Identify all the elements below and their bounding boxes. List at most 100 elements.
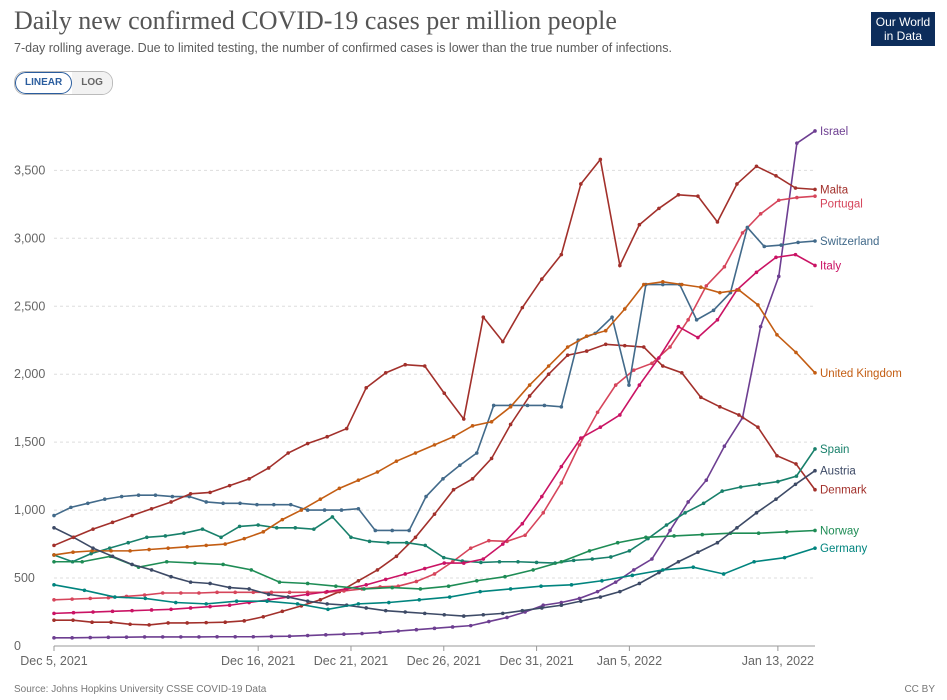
- data-point: [188, 606, 193, 610]
- log-scale-button[interactable]: LOG: [72, 72, 112, 94]
- data-point: [234, 599, 239, 603]
- data-point: [520, 608, 525, 613]
- data-point: [637, 581, 642, 586]
- data-point: [342, 632, 346, 636]
- data-point: [758, 324, 763, 329]
- data-point: [71, 535, 76, 540]
- data-point: [579, 182, 583, 186]
- x-tick-label: Dec 26, 2021: [407, 654, 481, 668]
- y-tick-label: 1,500: [14, 435, 45, 449]
- data-point: [622, 307, 627, 311]
- data-point: [91, 610, 95, 614]
- data-point: [166, 621, 170, 625]
- data-point: [451, 487, 456, 492]
- data-point: [600, 578, 604, 583]
- data-point: [579, 599, 583, 603]
- data-point: [102, 497, 107, 502]
- data-point: [185, 621, 189, 625]
- x-tick-label: Dec 5, 2021: [20, 654, 87, 668]
- data-point: [559, 481, 564, 485]
- data-point: [461, 614, 466, 618]
- data-point: [598, 595, 603, 599]
- data-point: [813, 263, 817, 268]
- series-label-norway: Norway: [820, 525, 859, 537]
- data-point: [676, 324, 681, 329]
- data-point: [128, 622, 132, 627]
- data-point: [88, 596, 93, 601]
- data-point: [274, 525, 279, 530]
- data-point: [364, 606, 369, 610]
- data-point: [775, 453, 779, 458]
- data-point: [644, 535, 648, 540]
- data-point: [481, 557, 486, 561]
- data-point: [618, 263, 622, 268]
- data-point: [182, 531, 186, 536]
- license-link[interactable]: CC BY: [904, 684, 935, 695]
- data-point: [559, 252, 564, 257]
- series-line-italy: [53, 253, 816, 615]
- data-point: [145, 535, 149, 540]
- data-point: [247, 587, 251, 591]
- data-point: [793, 252, 798, 257]
- data-point: [110, 554, 115, 559]
- data-point: [255, 502, 259, 507]
- data-point: [622, 343, 627, 348]
- x-axis-ticks: Dec 5, 2021 Dec 16, 2021 Dec 21, 2021 Dec 2…: [20, 646, 814, 668]
- data-point: [704, 478, 709, 483]
- data-point: [330, 515, 335, 519]
- data-point: [508, 405, 513, 409]
- logo-line-1: Our World: [875, 15, 931, 29]
- owid-logo[interactable]: Our World in Data: [871, 12, 935, 46]
- data-point: [776, 479, 780, 484]
- data-point: [479, 560, 483, 565]
- data-point: [106, 635, 111, 640]
- data-point: [793, 482, 798, 487]
- data-point: [696, 335, 700, 340]
- data-point: [539, 584, 543, 589]
- data-point: [71, 550, 75, 555]
- data-point: [325, 589, 329, 594]
- data-point: [295, 602, 300, 606]
- y-tick-label: 2,000: [14, 367, 45, 381]
- data-point: [386, 540, 390, 545]
- data-point: [373, 528, 378, 533]
- data-point: [305, 592, 310, 597]
- data-point: [500, 611, 505, 616]
- data-point: [711, 308, 716, 313]
- data-point: [776, 198, 781, 203]
- data-point: [383, 371, 388, 375]
- data-point: [489, 456, 494, 461]
- linear-scale-button[interactable]: LINEAR: [15, 72, 73, 94]
- data-point: [632, 568, 636, 572]
- data-point: [356, 478, 361, 483]
- data-point: [414, 579, 419, 584]
- series-label-portugal: Portugal: [820, 198, 863, 210]
- data-point: [613, 383, 618, 387]
- data-point: [164, 559, 169, 564]
- data-point: [390, 528, 395, 533]
- data-point: [204, 620, 208, 625]
- data-point: [130, 608, 134, 613]
- data-point: [470, 424, 475, 428]
- data-point: [630, 573, 635, 578]
- data-point: [305, 581, 310, 586]
- data-point: [559, 464, 564, 469]
- data-point: [142, 593, 147, 597]
- data-point: [571, 558, 576, 563]
- data-point: [413, 535, 418, 540]
- chart-subtitle: 7-day rolling average. Due to limited te…: [14, 41, 672, 55]
- data-point: [130, 513, 134, 518]
- data-point: [540, 606, 544, 610]
- data-point: [52, 597, 56, 602]
- data-point: [657, 206, 661, 211]
- data-point: [584, 334, 589, 338]
- data-point: [422, 364, 427, 368]
- data-point: [322, 508, 327, 512]
- data-point: [173, 600, 178, 605]
- data-point: [149, 506, 154, 511]
- data-point: [813, 194, 817, 198]
- data-point: [70, 597, 74, 601]
- data-point: [508, 422, 513, 427]
- data-point: [525, 403, 530, 408]
- data-point: [774, 497, 778, 502]
